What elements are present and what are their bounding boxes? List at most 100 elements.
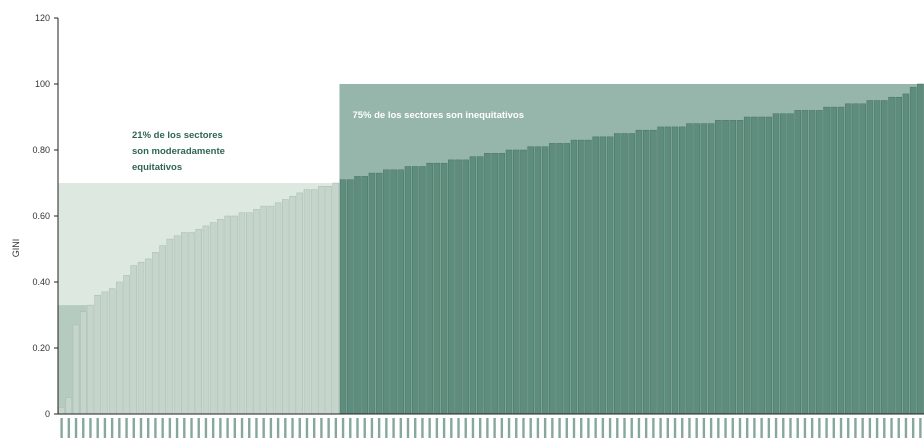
bar-110	[844, 103, 852, 415]
x-tick-label	[377, 418, 381, 438]
annotation-left-line-2: son moderadamente	[132, 146, 225, 157]
x-tick-label	[233, 418, 237, 438]
x-tick-label	[255, 418, 258, 438]
x-tick-label	[457, 418, 460, 438]
bar-38	[325, 186, 332, 415]
bar-111	[852, 103, 859, 415]
bar-50	[411, 166, 419, 415]
y-tick-label: 100	[35, 79, 50, 89]
y-tick-label: 0.40	[32, 277, 50, 287]
bar-117	[895, 96, 903, 415]
x-tick-label	[168, 418, 172, 438]
x-tick-label	[276, 418, 280, 438]
bar-102	[787, 113, 794, 415]
bar-54	[440, 162, 448, 415]
x-tick-label	[832, 418, 835, 438]
x-tick-label	[399, 418, 402, 438]
x-tick-label	[839, 418, 843, 438]
bar-78	[614, 133, 621, 415]
bar-8	[108, 288, 116, 415]
x-tick-label	[428, 418, 431, 438]
bar-118	[902, 93, 910, 415]
x-tick-label	[406, 418, 410, 438]
y-tick-label: 0	[45, 409, 50, 419]
x-tick-label	[717, 418, 720, 438]
x-tick-label	[919, 418, 922, 438]
y-axis-label: GINI	[11, 239, 21, 258]
x-tick-label	[608, 418, 612, 438]
x-tick-label	[103, 418, 107, 438]
bar-85	[664, 126, 672, 415]
x-tick-label	[211, 418, 215, 438]
x-tick-label	[731, 418, 734, 438]
y-tick-label: 0.60	[32, 211, 50, 221]
bar-30	[267, 205, 275, 415]
annotations: 21% de los sectores son moderadamente equi…	[132, 110, 524, 173]
bar-101	[780, 113, 787, 415]
bar-31	[274, 202, 282, 415]
bar-90	[700, 123, 708, 415]
bar-106	[816, 110, 823, 415]
bar-64	[513, 149, 520, 415]
bar-14	[152, 252, 159, 415]
x-tick-label	[320, 418, 323, 438]
x-tick-label	[74, 418, 78, 438]
bar-43	[361, 176, 368, 415]
bar-119	[909, 87, 917, 415]
x-tick-label	[183, 418, 186, 438]
x-tick-label	[190, 418, 193, 438]
bar-16	[166, 238, 174, 415]
bar-34	[296, 192, 304, 415]
bar-105	[808, 110, 816, 415]
x-tick-label	[774, 418, 778, 438]
bar-48	[397, 169, 405, 415]
x-tick-label	[572, 418, 576, 438]
bar-73	[577, 139, 585, 415]
bar-71	[563, 143, 571, 415]
x-tick-label	[616, 418, 619, 438]
bar-44	[368, 172, 376, 415]
bar-51	[419, 166, 426, 415]
bar-19	[188, 232, 195, 415]
bar-74	[585, 139, 592, 415]
axes: 0 0.20 0.40 0.60 0.80 100 120 GINI	[11, 13, 924, 438]
bar-84	[657, 126, 664, 415]
x-tick-label	[536, 418, 540, 438]
x-tick-label	[760, 418, 763, 438]
x-tick-label	[291, 418, 294, 438]
bar-63	[505, 149, 513, 415]
y-tick-label: 0.20	[32, 343, 50, 353]
x-tick-label	[450, 418, 453, 438]
bar-68	[541, 146, 549, 415]
bar-107	[823, 106, 830, 415]
bar-114	[873, 100, 881, 415]
x-tick-label	[392, 418, 395, 438]
x-tick-label	[543, 418, 547, 438]
bar-95	[736, 120, 744, 415]
x-tick-label	[753, 418, 756, 438]
bar-57	[462, 159, 470, 415]
x-tick-label	[659, 418, 662, 438]
bar-61	[491, 153, 498, 415]
x-tick-label	[486, 418, 489, 438]
x-tick-label	[587, 418, 590, 438]
bar-2	[65, 397, 73, 415]
x-tick-label	[421, 418, 424, 438]
bar-36	[310, 189, 318, 415]
bar-27	[245, 212, 253, 415]
x-tick-label	[515, 418, 518, 438]
x-tick-label	[132, 418, 135, 438]
bar-99	[765, 116, 773, 415]
bar-59	[476, 156, 484, 415]
x-tick-label	[594, 418, 597, 438]
bar-94	[729, 120, 737, 415]
bar-82	[642, 129, 650, 415]
x-tick-label	[139, 418, 143, 438]
x-tick-label	[904, 418, 908, 438]
bar-83	[650, 129, 657, 415]
x-tick-label	[96, 418, 99, 438]
x-tick-label	[868, 418, 872, 438]
x-tick-label	[702, 418, 706, 438]
bar-18	[181, 232, 188, 415]
x-ticks	[60, 418, 922, 438]
